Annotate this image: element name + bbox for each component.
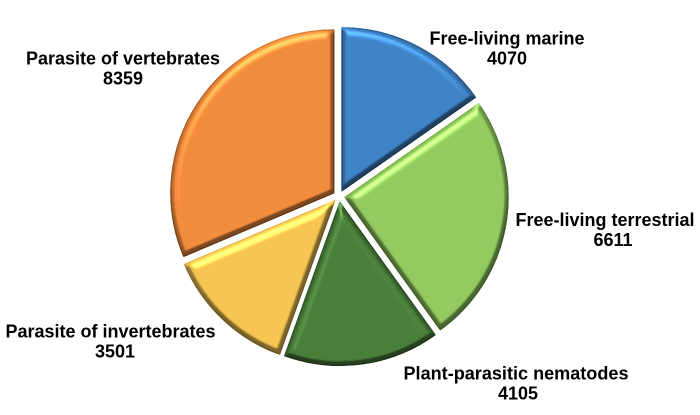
svg-text:3501: 3501: [95, 342, 135, 362]
svg-text:8359: 8359: [103, 69, 143, 89]
svg-text:Parasite of vertebrates: Parasite of vertebrates: [26, 49, 220, 69]
svg-text:Free-living terrestrial: Free-living terrestrial: [516, 210, 695, 230]
svg-text:Plant-parasitic nematodes: Plant-parasitic nematodes: [404, 364, 629, 384]
svg-text:6611: 6611: [593, 230, 632, 250]
svg-text:Free-living marine: Free-living marine: [429, 29, 584, 49]
svg-text:Parasite of invertebrates: Parasite of invertebrates: [5, 322, 215, 342]
svg-text:4105: 4105: [498, 384, 538, 404]
svg-text:4070: 4070: [487, 49, 527, 69]
